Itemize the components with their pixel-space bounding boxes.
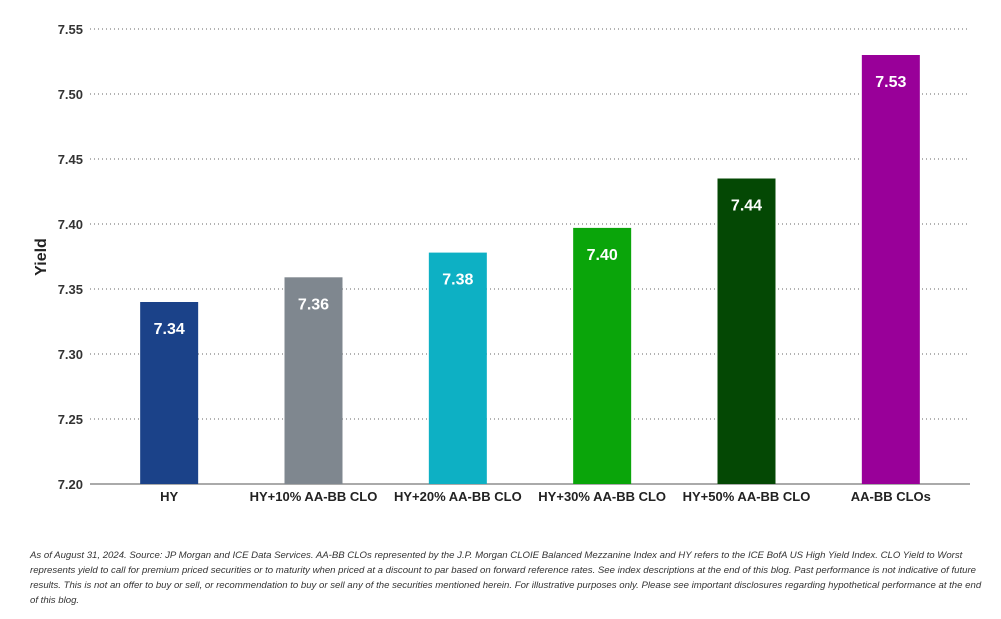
y-axis-title: Yield	[33, 238, 50, 276]
bar-value-label: 7.44	[731, 198, 762, 215]
category-label: AA-BB CLOs	[851, 489, 931, 504]
bar	[573, 227, 632, 484]
y-tick-labels: 7.20 7.25 7.30 7.35 7.40 7.45 7.50 7.55	[58, 22, 83, 492]
bar-value-label: 7.36	[298, 296, 329, 313]
bar-value-label: 7.53	[875, 74, 906, 91]
bar	[428, 252, 487, 484]
category-label: HY+30% AA-BB CLO	[538, 489, 666, 504]
y-tick-label: 7.55	[58, 22, 83, 37]
y-tick-label: 7.50	[58, 87, 83, 102]
bar	[717, 178, 776, 484]
y-tick-label: 7.20	[58, 477, 83, 492]
bar-chart: 7.207.257.307.357.407.457.507.55 7.347.3…	[33, 22, 970, 504]
bar-value-label: 7.34	[154, 321, 185, 338]
category-label: HY+50% AA-BB CLO	[683, 489, 811, 504]
bar	[140, 302, 199, 484]
y-tick-label: 7.30	[58, 347, 83, 362]
footnote: As of August 31, 2024. Source: JP Morgan…	[30, 550, 982, 606]
category-label: HY	[160, 489, 178, 504]
bar	[861, 55, 920, 484]
bar	[284, 277, 343, 484]
y-tick-label: 7.25	[58, 412, 83, 427]
bar-value-label: 7.38	[442, 272, 473, 289]
bar-value-label: 7.40	[587, 247, 618, 264]
bars	[140, 55, 920, 484]
category-label: HY+20% AA-BB CLO	[394, 489, 522, 504]
y-tick-label: 7.35	[58, 282, 83, 297]
category-labels: HY HY+10% AA-BB CLO HY+20% AA-BB CLO HY+30%…	[160, 489, 931, 504]
value-labels: 7.34 7.36 7.38 7.40 7.44 7.53	[154, 74, 907, 338]
category-label: HY+10% AA-BB CLO	[250, 489, 378, 504]
gridlines	[90, 28, 970, 485]
y-tick-label: 7.45	[58, 152, 83, 167]
y-tick-label: 7.40	[58, 217, 83, 232]
